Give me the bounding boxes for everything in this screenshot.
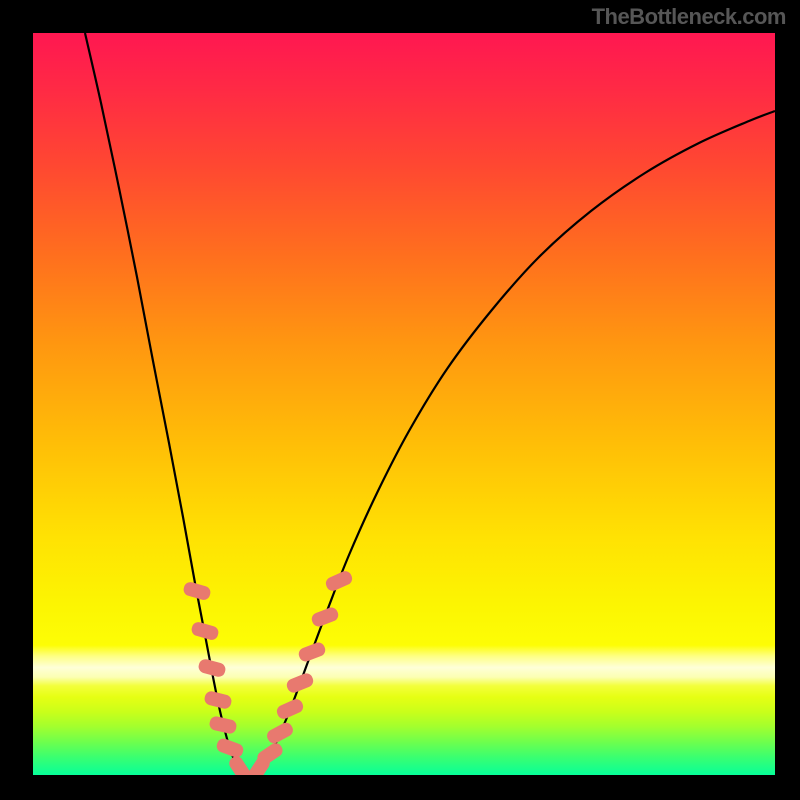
- curve-marker: [191, 621, 220, 641]
- curve-marker: [324, 570, 353, 592]
- marker-group: [183, 570, 354, 775]
- curve-marker: [298, 641, 327, 662]
- curve-marker: [311, 606, 340, 627]
- curve-marker: [265, 721, 294, 745]
- curve-marker: [183, 581, 212, 601]
- curve-overlay: [33, 33, 775, 775]
- chart-container: TheBottleneck.com: [0, 0, 800, 800]
- curve-marker: [286, 672, 315, 694]
- curve-marker: [275, 698, 304, 720]
- curve-marker: [198, 658, 226, 677]
- curve-marker: [204, 691, 232, 710]
- bottleneck-curve: [85, 33, 775, 775]
- curve-marker: [227, 755, 252, 775]
- curve-marker: [209, 716, 237, 735]
- curve-marker: [256, 741, 285, 766]
- plot-area: [33, 33, 775, 775]
- watermark-text: TheBottleneck.com: [592, 4, 786, 30]
- curve-marker: [216, 737, 245, 758]
